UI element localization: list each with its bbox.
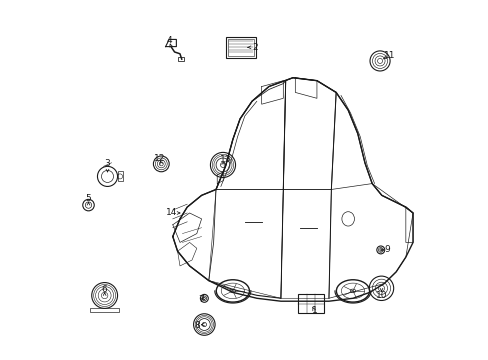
Text: 1: 1 (311, 306, 317, 315)
Bar (227, 39, 253, 56)
Text: 2: 2 (252, 43, 258, 52)
Text: 13: 13 (220, 155, 231, 164)
Text: 6: 6 (102, 285, 107, 294)
Text: 12: 12 (153, 154, 164, 163)
Text: 11: 11 (383, 51, 395, 60)
Text: 4: 4 (166, 36, 172, 45)
Text: 9: 9 (384, 246, 389, 255)
Text: 7: 7 (198, 294, 203, 303)
Bar (178, 57, 183, 61)
Bar (90, 309, 119, 312)
Bar (297, 294, 323, 313)
Text: 14: 14 (166, 208, 177, 217)
Text: 10: 10 (375, 291, 386, 300)
Bar (226, 37, 255, 58)
Text: 8: 8 (194, 321, 200, 330)
Text: 3: 3 (104, 159, 110, 168)
Bar (117, 171, 122, 181)
Text: 5: 5 (85, 194, 91, 203)
